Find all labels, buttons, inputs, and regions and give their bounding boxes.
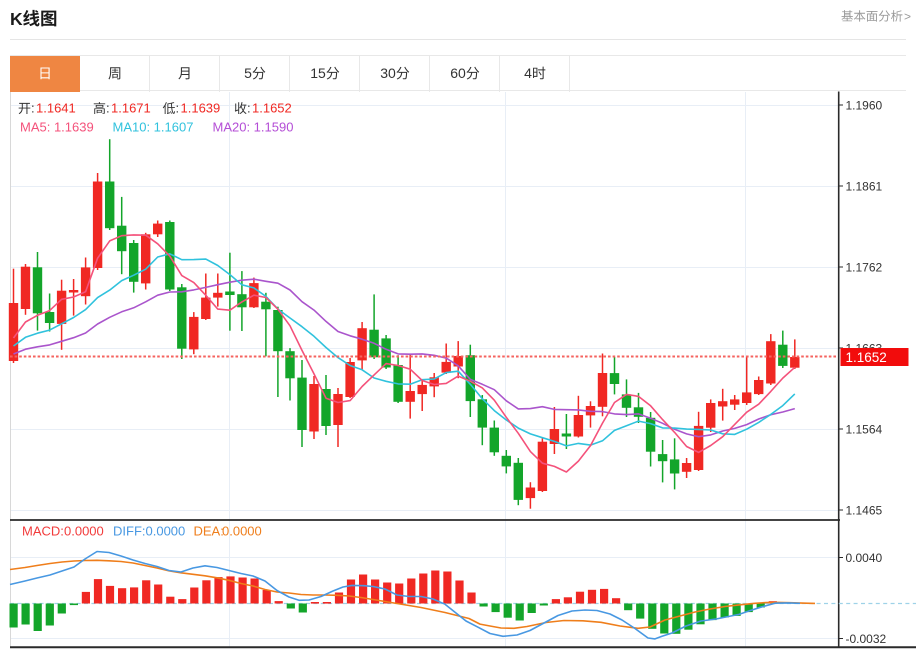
svg-text:MA10: 1.1607: MA10: 1.1607 [113, 120, 194, 135]
svg-text:0.0000: 0.0000 [146, 524, 186, 539]
svg-text:1.1639: 1.1639 [181, 101, 221, 116]
svg-text:1.1652: 1.1652 [252, 101, 292, 116]
svg-text:DEA:: DEA: [194, 524, 224, 539]
svg-text:1.1671: 1.1671 [111, 101, 151, 116]
svg-text:30: 30 [380, 65, 396, 81]
svg-text:15: 15 [310, 65, 326, 81]
svg-text:>: > [904, 9, 911, 23]
svg-text:K: K [10, 9, 23, 29]
svg-text:MA20: 1.1590: MA20: 1.1590 [213, 120, 294, 135]
svg-text:4: 4 [524, 65, 532, 81]
svg-text:1.1652: 1.1652 [846, 350, 887, 365]
svg-text:1.1465: 1.1465 [846, 503, 883, 517]
svg-text::: : [106, 101, 110, 116]
svg-text:5: 5 [244, 65, 252, 81]
svg-text:1.1861: 1.1861 [846, 179, 883, 193]
svg-text:MA5: 1.1639: MA5: 1.1639 [20, 120, 94, 135]
svg-text:0.0000: 0.0000 [64, 524, 104, 539]
svg-text:1.1762: 1.1762 [846, 260, 883, 274]
svg-text:1.1641: 1.1641 [36, 101, 76, 116]
svg-text:0.0000: 0.0000 [222, 524, 262, 539]
svg-text::: : [247, 101, 251, 116]
svg-text:MACD:: MACD: [22, 524, 64, 539]
svg-text:60: 60 [450, 65, 466, 81]
svg-text::: : [176, 101, 180, 116]
svg-text:1.1960: 1.1960 [846, 98, 883, 112]
svg-text::: : [31, 101, 35, 116]
svg-text:DIFF:: DIFF: [113, 524, 146, 539]
svg-text:-0.0032: -0.0032 [846, 632, 887, 646]
svg-text:0.0040: 0.0040 [846, 551, 883, 565]
svg-text:1.1564: 1.1564 [846, 422, 883, 436]
